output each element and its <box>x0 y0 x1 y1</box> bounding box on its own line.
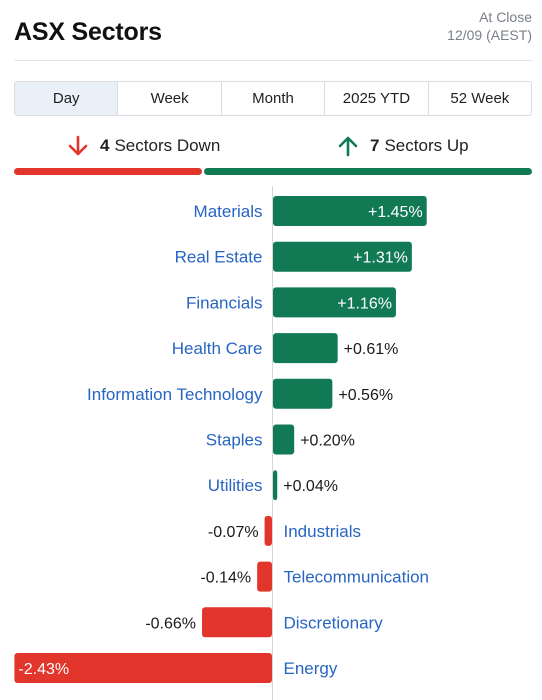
category-label[interactable]: Staples <box>206 431 263 450</box>
tab-month[interactable]: Month <box>220 82 325 115</box>
bar-information-technology[interactable] <box>273 378 333 409</box>
category-label[interactable]: Real Estate <box>175 248 263 267</box>
sector-bar-chart: Materials +1.45% Real Estate +1.31% Financia… <box>14 186 430 700</box>
header: ASX Sectors At Close 12/09 (AEST) <box>14 0 532 60</box>
bar-staples[interactable] <box>273 424 295 455</box>
tab-ytd[interactable]: 2025 YTD <box>324 82 428 115</box>
category-label[interactable]: Information Technology <box>87 385 263 404</box>
up-ratio-bar <box>204 168 532 175</box>
value-label: -2.43% <box>18 661 69 678</box>
down-ratio-bar <box>14 168 202 175</box>
category-label[interactable]: Materials <box>194 202 263 221</box>
bar-health-care[interactable] <box>273 333 338 364</box>
bar-telecommunication[interactable] <box>257 561 272 592</box>
sectors-down-count: 4 <box>100 136 110 155</box>
bar-real-estate[interactable] <box>273 241 412 272</box>
category-label[interactable]: Industrials <box>284 522 361 541</box>
arrow-down-icon <box>68 135 88 156</box>
page-title: ASX Sectors <box>14 18 162 46</box>
value-label: +0.04% <box>283 478 338 495</box>
value-label: -0.07% <box>208 524 259 541</box>
bar-utilities[interactable] <box>273 470 278 501</box>
value-label: +0.56% <box>338 387 393 404</box>
status-line-date: 12/09 (AEST) <box>447 27 532 43</box>
tab-day[interactable]: Day <box>15 82 118 115</box>
tab-52-week[interactable]: 52 Week <box>427 82 531 115</box>
value-label: +0.20% <box>300 433 355 450</box>
category-label[interactable]: Health Care <box>172 339 263 358</box>
value-label: +1.31% <box>353 250 408 267</box>
value-label: +1.45% <box>368 204 423 221</box>
value-label: -0.66% <box>145 615 196 632</box>
bar-discretionary[interactable] <box>202 607 272 638</box>
sectors-up-count: 7 <box>370 136 380 155</box>
bar-industrials[interactable] <box>264 515 272 546</box>
arrow-up-icon <box>338 136 358 157</box>
bar-energy[interactable] <box>14 653 272 683</box>
period-tabs: Day Week Month 2025 YTD 52 Week <box>14 81 532 116</box>
sectors-down-summary: 4 Sectors Down <box>68 132 220 160</box>
category-label[interactable]: Financials <box>186 293 263 312</box>
value-label: +1.16% <box>337 295 392 312</box>
value-label: -0.14% <box>200 570 251 587</box>
header-divider <box>14 60 532 61</box>
bar-materials[interactable] <box>273 196 427 226</box>
category-label[interactable]: Energy <box>284 659 338 678</box>
market-status: At Close 12/09 (AEST) <box>447 8 532 44</box>
value-label: +0.61% <box>344 341 399 358</box>
category-label[interactable]: Discretionary <box>284 613 384 632</box>
sectors-up-summary: 7 Sectors Up <box>338 132 469 160</box>
status-line-close: At Close <box>479 9 532 25</box>
category-label[interactable]: Utilities <box>208 476 263 495</box>
sectors-down-text: Sectors Down <box>114 136 221 155</box>
category-label[interactable]: Telecommunication <box>284 568 430 587</box>
bar-financials[interactable] <box>273 287 396 318</box>
sectors-up-text: Sectors Up <box>384 136 469 155</box>
tab-week[interactable]: Week <box>117 82 221 115</box>
